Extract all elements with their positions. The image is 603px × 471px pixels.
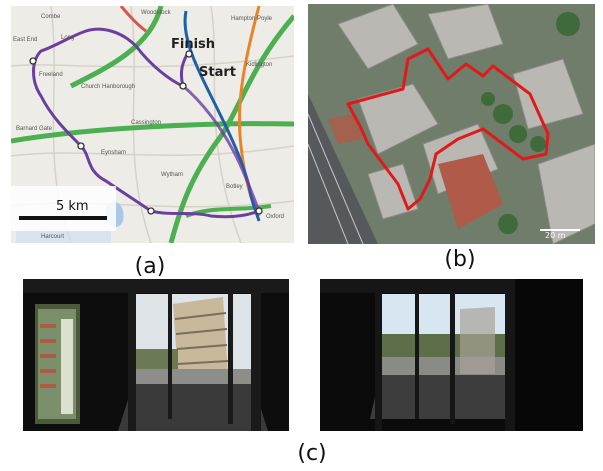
- place-label: Barnard Gate: [16, 126, 53, 132]
- place-label: Botley: [226, 184, 243, 190]
- place-label: Church Hanborough: [81, 84, 135, 90]
- place-label: Long: [61, 35, 74, 41]
- place-label: Harcourt: [41, 234, 64, 240]
- scale-label: 20 m: [545, 231, 566, 240]
- route-map: Combe East End Long Freeland Church Hanb…: [11, 6, 294, 243]
- scale-bar: [19, 216, 107, 220]
- map-panel: Combe East End Long Freeland Church Hanb…: [11, 6, 294, 243]
- place-label: Eynsham: [101, 150, 126, 156]
- place-label: Kidlington: [246, 62, 272, 68]
- hallway-photo-left: [23, 279, 289, 431]
- place-label: Hampton Poyle: [231, 16, 273, 22]
- photo: [23, 279, 289, 431]
- scale-label: 5 km: [56, 199, 89, 214]
- scale-bar: [540, 229, 580, 231]
- caption-c: (c): [297, 441, 327, 466]
- start-label: Start: [199, 65, 236, 80]
- place-label: Freeland: [39, 72, 63, 78]
- photo: [320, 279, 583, 431]
- place-label: Oxford: [266, 214, 284, 220]
- place-label: Combe: [41, 14, 61, 20]
- aerial-panel: 20 m: [308, 4, 595, 244]
- place-label: East End: [13, 37, 37, 43]
- place-label: Wytham: [161, 172, 183, 178]
- hallway-photo-right: [320, 279, 583, 431]
- place-label: Woodstock: [141, 10, 172, 16]
- caption-a: (a): [134, 254, 166, 279]
- caption-b: (b): [444, 247, 476, 272]
- finish-label: Finish: [171, 37, 215, 52]
- place-label: Cassington: [131, 120, 161, 126]
- aerial-image: 20 m: [308, 4, 595, 244]
